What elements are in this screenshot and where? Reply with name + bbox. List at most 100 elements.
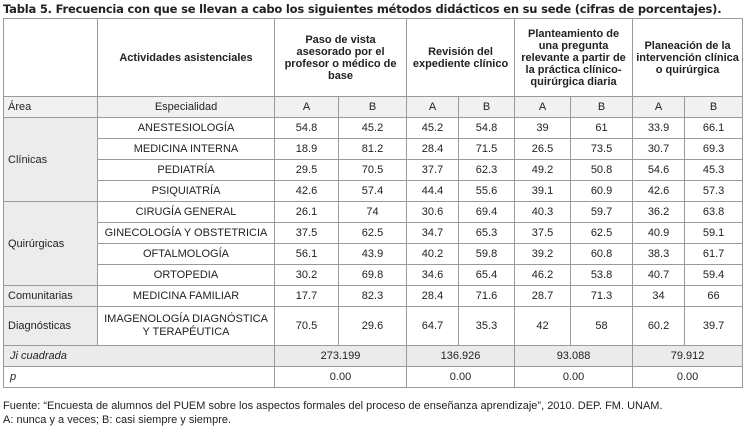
stat-label: Ji cuadrada (3, 345, 275, 367)
specialty-cell: MEDICINA INTERNA (97, 138, 275, 160)
value-cell: 46.2 (514, 264, 572, 286)
value-cell: 39.7 (684, 306, 744, 346)
value-cell: 33.9 (632, 117, 686, 139)
specialty-cell: CIRUGÍA GENERAL (97, 201, 275, 223)
footer-legend: A: nunca y a veces; B: casi siempre y si… (3, 414, 232, 426)
stat-value: 0.00 (632, 366, 744, 388)
value-cell: 40.7 (632, 264, 686, 286)
header-method-2: Revisión del expediente clínico (406, 18, 516, 97)
value-cell: 42.6 (274, 180, 339, 202)
value-cell: 62.5 (570, 222, 634, 244)
value-cell: 70.5 (337, 159, 408, 181)
value-cell: 63.8 (684, 201, 744, 223)
value-cell: 30.2 (274, 264, 339, 286)
value-cell: 66.1 (684, 117, 744, 139)
value-cell: 81.2 (337, 138, 408, 160)
value-cell: 54.8 (458, 117, 516, 139)
value-cell: 71.5 (458, 138, 516, 160)
value-cell: 73.5 (570, 138, 634, 160)
stat-value: 273.199 (273, 345, 408, 367)
value-cell: 69.8 (337, 264, 408, 286)
value-cell: 45.3 (684, 159, 744, 181)
value-cell: 39.1 (514, 180, 572, 202)
value-cell: 64.7 (406, 306, 460, 346)
value-cell: 37.5 (274, 222, 339, 244)
subheader-b: B (337, 96, 408, 118)
value-cell: 66 (684, 285, 744, 307)
value-cell: 37.7 (406, 159, 460, 181)
value-cell: 65.4 (458, 264, 516, 286)
area-cell: Diagnósticas (3, 306, 98, 346)
value-cell: 45.2 (337, 117, 408, 139)
subheader-a: A (632, 96, 686, 118)
header-row: Actividades asistenciales Paso de vista … (3, 18, 744, 97)
value-cell: 26.1 (274, 201, 339, 223)
area-cell: Quirúrgicas (3, 201, 98, 286)
stat-value: 0.00 (406, 366, 516, 388)
value-cell: 35.3 (458, 306, 516, 346)
subheader-especialidad: Especialidad (97, 96, 275, 118)
table-title: Tabla 5. Frecuencia con que se llevan a … (3, 2, 722, 16)
specialty-cell: MEDICINA FAMILIAR (97, 285, 275, 307)
value-cell: 34 (632, 285, 686, 307)
value-cell: 38.3 (632, 243, 686, 265)
stat-value: 79.912 (632, 345, 744, 367)
header-actividades: Actividades asistenciales (97, 18, 275, 97)
table-row: OFTALMOLOGÍA 56.1 43.9 40.2 59.8 39.2 60.8 38.3… (4, 243, 744, 265)
table-row: Diagnósticas IMAGENOLOGÍA DIAGNÓSTICA Y T… (3, 306, 744, 346)
value-cell: 60.8 (570, 243, 634, 265)
value-cell: 71.3 (570, 285, 634, 307)
value-cell: 54.6 (632, 159, 686, 181)
table-row: Comunitarias MEDICINA FAMILIAR 17.7 82.3 28.… (3, 285, 744, 307)
data-table: Actividades asistenciales Paso de vista … (3, 18, 744, 388)
specialty-cell: PEDIATRÍA (97, 159, 275, 181)
value-cell: 30.7 (632, 138, 686, 160)
value-cell: 50.8 (570, 159, 634, 181)
value-cell: 40.9 (632, 222, 686, 244)
value-cell: 42 (514, 306, 572, 346)
value-cell: 69.3 (684, 138, 744, 160)
value-cell: 42.6 (632, 180, 686, 202)
value-cell: 29.5 (274, 159, 339, 181)
value-cell: 40.2 (406, 243, 460, 265)
subheader-row: Área Especialidad A B A B A B A B (3, 96, 744, 118)
header-method-3: Planteamiento de una pregunta relevante … (514, 18, 634, 97)
value-cell: 44.4 (406, 180, 460, 202)
value-cell: 30.6 (406, 201, 460, 223)
value-cell: 58 (570, 306, 634, 346)
value-cell: 43.9 (337, 243, 408, 265)
value-cell: 34.7 (406, 222, 460, 244)
table-row: MEDICINA INTERNA 18.9 81.2 28.4 71.5 26.5 73.5… (4, 138, 744, 160)
value-cell: 39 (514, 117, 572, 139)
value-cell: 28.4 (406, 138, 460, 160)
value-cell: 56.1 (274, 243, 339, 265)
stat-row: p 0.00 0.00 0.00 0.00 (3, 366, 744, 388)
value-cell: 45.2 (406, 117, 460, 139)
table-row: Clínicas ANESTESIOLOGÍA 54.8 45.2 45.2 54.8 39… (3, 117, 744, 202)
value-cell: 57.4 (337, 180, 408, 202)
value-cell: 55.6 (458, 180, 516, 202)
value-cell: 17.7 (274, 285, 339, 307)
value-cell: 59.7 (570, 201, 634, 223)
table-row: ORTOPEDIA 30.2 69.8 34.6 65.4 46.2 53.8 40.7 59.… (4, 264, 744, 286)
stat-value: 0.00 (273, 366, 408, 388)
value-cell: 37.5 (514, 222, 572, 244)
stat-value: 136.926 (406, 345, 516, 367)
specialty-cell: IMAGENOLOGÍA DIAGNÓSTICA Y TERAPÉUTICA (97, 306, 275, 346)
stat-value: 93.088 (514, 345, 634, 367)
value-cell: 61 (570, 117, 634, 139)
value-cell: 70.5 (274, 306, 339, 346)
value-cell: 28.4 (406, 285, 460, 307)
subheader-b: B (570, 96, 634, 118)
value-cell: 29.6 (337, 306, 408, 346)
table-row: PEDIATRÍA 29.5 70.5 37.7 62.3 49.2 50.8 54.6 45.… (4, 159, 744, 181)
specialty-cell: GINECOLOGÍA Y OBSTETRICIA (97, 222, 275, 244)
subheader-a: A (406, 96, 460, 118)
stat-label: p (3, 366, 275, 388)
subheader-a: A (274, 96, 339, 118)
stat-value: 0.00 (514, 366, 634, 388)
subheader-b: B (458, 96, 516, 118)
value-cell: 54.8 (274, 117, 339, 139)
corner-cell (3, 18, 98, 97)
table-row: GINECOLOGÍA Y OBSTETRICIA 37.5 62.5 34.7 65.… (4, 222, 744, 244)
